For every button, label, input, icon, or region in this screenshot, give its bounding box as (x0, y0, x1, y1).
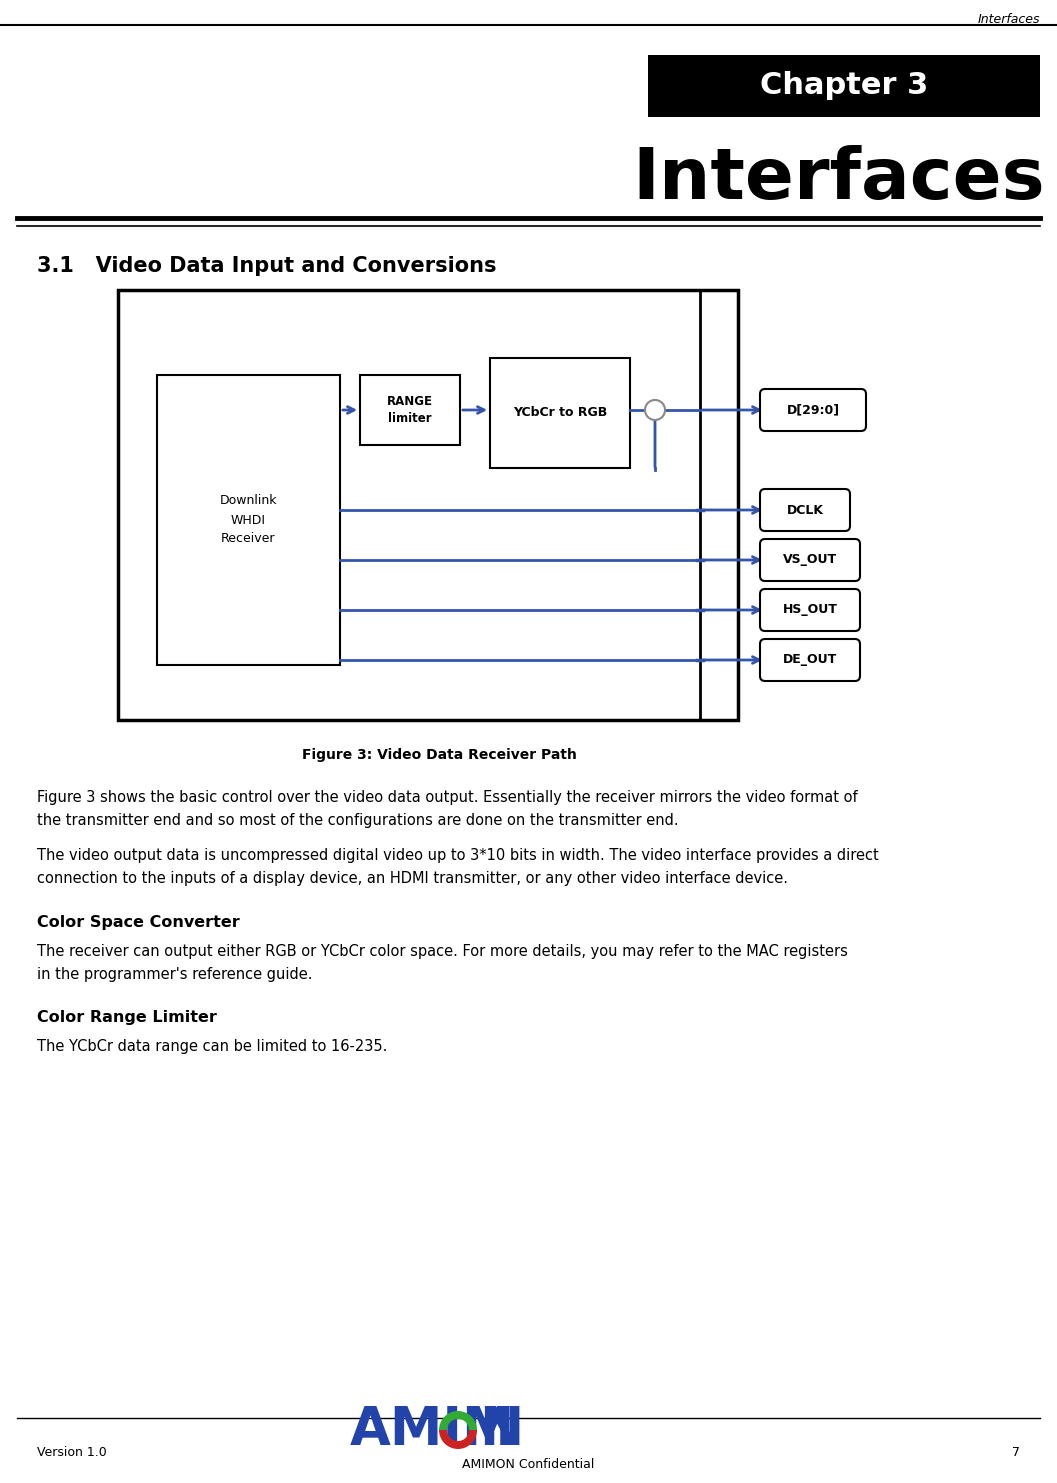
Wedge shape (439, 1410, 477, 1430)
Text: HS_OUT: HS_OUT (782, 604, 837, 617)
Text: the transmitter end and so most of the configurations are done on the transmitte: the transmitter end and so most of the c… (37, 813, 679, 828)
Bar (648, 55, 1040, 117)
Text: Interfaces: Interfaces (632, 145, 1045, 215)
Text: Color Range Limiter: Color Range Limiter (37, 1010, 217, 1025)
Text: VS_OUT: VS_OUT (783, 553, 837, 567)
Text: AMIMON Confidential: AMIMON Confidential (462, 1458, 594, 1471)
Text: DCLK: DCLK (786, 504, 823, 516)
Text: RANGE
limiter: RANGE limiter (387, 394, 433, 426)
Text: D[29:0]: D[29:0] (786, 403, 839, 417)
Text: 3.1   Video Data Input and Conversions: 3.1 Video Data Input and Conversions (37, 257, 497, 276)
FancyBboxPatch shape (760, 538, 860, 581)
Text: The receiver can output either RGB or YCbCr color space. For more details, you m: The receiver can output either RGB or YC… (37, 945, 848, 960)
Text: N: N (479, 1404, 523, 1456)
Text: DE_OUT: DE_OUT (783, 654, 837, 666)
Text: in the programmer's reference guide.: in the programmer's reference guide. (37, 967, 313, 982)
Circle shape (645, 400, 665, 420)
Text: The YCbCr data range can be limited to 16-235.: The YCbCr data range can be limited to 1… (37, 1040, 387, 1054)
FancyBboxPatch shape (760, 389, 866, 432)
Text: Color Space Converter: Color Space Converter (37, 915, 240, 930)
FancyBboxPatch shape (760, 639, 860, 681)
Text: Chapter 3: Chapter 3 (760, 71, 928, 101)
Text: Downlink
WHDI
Receiver: Downlink WHDI Receiver (220, 494, 277, 546)
Bar (157, 375, 340, 664)
Text: AMIM: AMIM (350, 1404, 516, 1456)
Bar (360, 375, 460, 445)
Text: Version 1.0: Version 1.0 (37, 1446, 107, 1459)
Text: Figure 3 shows the basic control over the video data output. Essentially the rec: Figure 3 shows the basic control over th… (37, 790, 857, 805)
Text: The video output data is uncompressed digital video up to 3*10 bits in width. Th: The video output data is uncompressed di… (37, 848, 878, 863)
Bar (118, 291, 738, 721)
Text: YCbCr to RGB: YCbCr to RGB (513, 406, 607, 420)
FancyBboxPatch shape (760, 589, 860, 630)
Bar (490, 357, 630, 469)
Text: Figure 3: Video Data Receiver Path: Figure 3: Video Data Receiver Path (301, 747, 576, 762)
Text: 7: 7 (1012, 1446, 1020, 1459)
Wedge shape (439, 1430, 477, 1449)
Text: connection to the inputs of a display device, an HDMI transmitter, or any other : connection to the inputs of a display de… (37, 871, 789, 885)
FancyBboxPatch shape (760, 489, 850, 531)
Text: Interfaces: Interfaces (978, 13, 1040, 27)
